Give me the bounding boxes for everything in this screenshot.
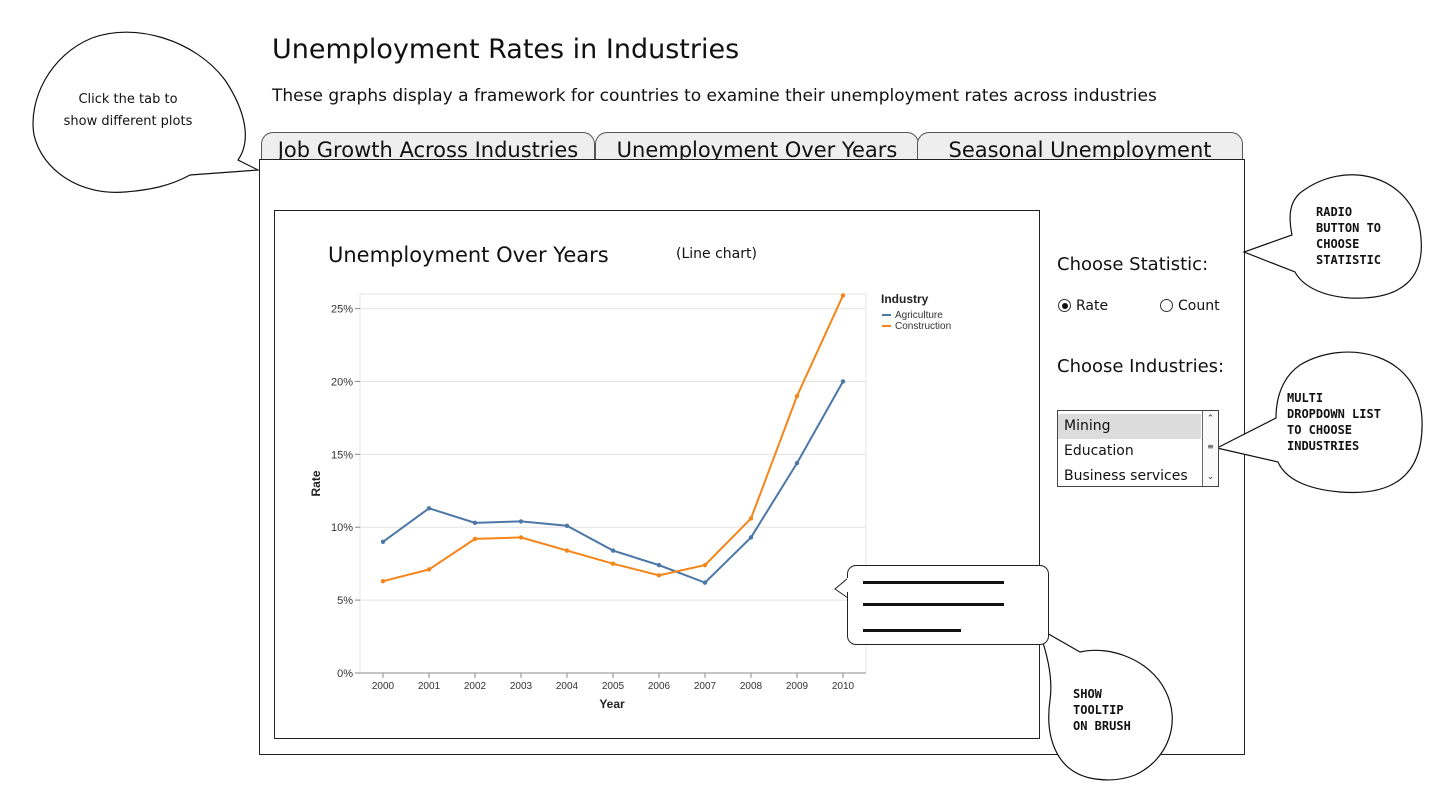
list-callout-line: DROPDOWN LIST	[1287, 407, 1381, 421]
tab-unemployment-over-years[interactable]: Unemployment Over Years	[595, 132, 919, 161]
tooltip-callout-text: SHOW TOOLTIP ON BRUSH	[1073, 686, 1131, 734]
list-callout-text: MULTI DROPDOWN LIST TO CHOOSE INDUSTRIES	[1287, 390, 1381, 454]
radio-callout-line: RADIO	[1316, 205, 1353, 219]
tooltip-line	[863, 603, 1004, 606]
list-callout-line: TO CHOOSE	[1287, 423, 1353, 437]
tooltip-placeholder	[847, 565, 1049, 645]
list-scrollbar[interactable]: ⌃ ≡ ⌄	[1202, 411, 1218, 486]
page-subtitle: These graphs display a framework for cou…	[272, 86, 1157, 106]
radio-rate[interactable]: Rate	[1058, 296, 1108, 316]
chart-heading: Unemployment Over Years	[328, 243, 609, 267]
choose-industries-label: Choose Industries:	[1057, 356, 1225, 377]
tooltip-callout-line: TOOLTIP	[1073, 703, 1124, 717]
tab-callout-line: show different plots	[63, 114, 193, 129]
chart-frame	[274, 210, 1040, 739]
radio-count-label: Count	[1178, 298, 1220, 314]
scroll-down-icon[interactable]: ⌄	[1206, 472, 1215, 482]
scroll-thumb-icon[interactable]: ≡	[1207, 442, 1214, 451]
tooltip-callout-line: ON BRUSH	[1073, 719, 1131, 733]
chart-type-note: (Line chart)	[676, 246, 757, 262]
tooltip-callout-line: SHOW	[1073, 687, 1102, 701]
radio-callout-line: CHOOSE	[1316, 237, 1360, 251]
radio-rate-label: Rate	[1076, 298, 1109, 314]
radio-callout-line: STATISTIC	[1316, 253, 1382, 267]
page-title: Unemployment Rates in Industries	[272, 34, 740, 65]
list-callout-line: MULTI	[1287, 391, 1324, 405]
list-item-business-services[interactable]: Business services	[1064, 468, 1188, 484]
radio-unchecked-icon	[1160, 299, 1173, 312]
radio-count[interactable]: Count	[1160, 296, 1220, 316]
scroll-up-icon[interactable]: ⌃	[1206, 414, 1215, 424]
tab-callout-line: Click the tab to	[78, 92, 178, 107]
tab-seasonal-unemployment[interactable]: Seasonal Unemployment	[917, 132, 1243, 161]
list-callout-line: INDUSTRIES	[1287, 439, 1360, 453]
radio-callout-line: BUTTON TO	[1316, 221, 1382, 235]
industry-multiselect[interactable]: Mining Education Business services ⌃ ≡ ⌄	[1057, 410, 1219, 487]
tooltip-line	[863, 629, 961, 632]
radio-callout-text: RADIO BUTTON TO CHOOSE STATISTIC	[1316, 204, 1381, 268]
list-item-education[interactable]: Education	[1064, 443, 1134, 459]
tab-job-growth[interactable]: Job Growth Across Industries	[261, 132, 595, 161]
tooltip-line	[863, 581, 1004, 584]
choose-statistic-label: Choose Statistic:	[1057, 254, 1209, 275]
list-item-mining[interactable]: Mining	[1058, 414, 1201, 439]
radio-checked-icon	[1058, 299, 1071, 312]
tab-callout-text: Click the tab to show different plots	[48, 89, 208, 133]
